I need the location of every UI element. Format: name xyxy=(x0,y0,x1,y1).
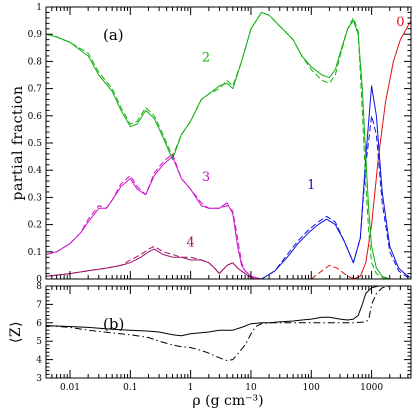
y-tick-label: 0.3 xyxy=(28,193,43,203)
y-tick-label: 0.5 xyxy=(28,139,43,149)
series-line-0-3 xyxy=(261,115,409,280)
panel-b-tick-labels: 3 4 5 6 7 8 0.01 0.1 1 10 100 1000 xyxy=(36,282,383,393)
panel-a-series xyxy=(45,11,412,280)
series-label-3: 3 xyxy=(202,170,210,185)
panel-b: 3 4 5 6 7 8 0.01 0.1 1 10 100 1000 (b) ⟨Z⟩ ρ (g cm⁻… xyxy=(8,282,412,409)
series-label-2: 2 xyxy=(202,50,210,65)
panel-b-y-axis-title: ⟨Z⟩ xyxy=(8,321,24,343)
x-tick-label: 1000 xyxy=(360,383,383,393)
series-label-1: 1 xyxy=(307,178,315,193)
y-tick-label: 1 xyxy=(36,3,42,13)
y-tick-label: 0.2 xyxy=(28,221,42,231)
x-tick-label: 0.01 xyxy=(60,383,80,393)
panel-a-ticks xyxy=(45,6,411,280)
x-tick-label: 0.1 xyxy=(123,383,137,393)
x-tick-label: 1 xyxy=(188,383,194,393)
series-line-0-0 xyxy=(353,20,412,280)
panel-b-ticks xyxy=(45,285,411,379)
series-line-0-9 xyxy=(45,245,256,280)
series-line-0-7 xyxy=(45,153,262,280)
y-tick-label: 0.9 xyxy=(28,30,43,40)
series-line-0-8 xyxy=(45,248,256,280)
y-tick-label: 3 xyxy=(36,374,42,384)
y-tick-label: 5 xyxy=(36,337,42,347)
y-tick-label: 4 xyxy=(36,356,42,366)
y-tick-label: 0 xyxy=(36,275,42,285)
series-label-0: 0 xyxy=(396,15,404,30)
panel-a-frame xyxy=(45,6,412,280)
series-line-1-1 xyxy=(45,285,411,361)
y-tick-label: 0.8 xyxy=(28,57,43,67)
y-tick-label: 0.7 xyxy=(28,85,43,95)
series-line-0-6 xyxy=(45,156,262,280)
y-tick-label: 0.1 xyxy=(28,248,42,258)
panel-b-frame xyxy=(45,285,412,379)
series-line-0-5 xyxy=(45,11,390,280)
x-axis-title: ρ (g cm⁻³) xyxy=(192,393,263,409)
series-line-0-1 xyxy=(310,264,359,280)
series-label-4: 4 xyxy=(187,235,195,250)
x-tick-label: 100 xyxy=(303,383,320,393)
panel-a-y-axis-title: partial fraction xyxy=(10,86,26,201)
x-tick-label: 10 xyxy=(245,383,257,393)
series-line-0-2 xyxy=(261,85,412,280)
series-line-1-0 xyxy=(45,285,411,337)
panel-b-series xyxy=(45,285,411,361)
y-tick-label: 0.4 xyxy=(28,166,43,176)
panel-b-label: (b) xyxy=(103,315,124,333)
panel-a-label: (a) xyxy=(103,26,124,44)
y-tick-label: 8 xyxy=(36,282,42,292)
panel-a-series-labels: 0 1 2 3 4 xyxy=(187,15,405,250)
y-tick-label: 6 xyxy=(36,319,42,329)
series-line-0-4 xyxy=(45,11,390,280)
panel-a-tick-labels: 0 0.1 0.2 0.3 0.4 0.5 0.6 0.7 0.8 0.9 1 xyxy=(28,3,43,285)
y-tick-label: 7 xyxy=(36,300,42,310)
y-tick-label: 0.6 xyxy=(28,112,43,122)
